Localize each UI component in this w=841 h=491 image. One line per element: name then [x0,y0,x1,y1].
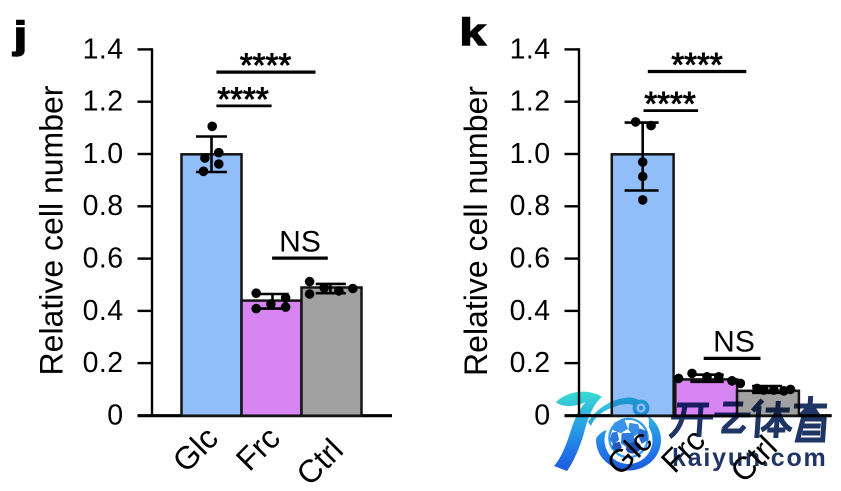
svg-text:0.4: 0.4 [510,295,551,327]
svg-text:kaiyun.com: kaiyun.com [672,444,828,472]
svg-text:1.2: 1.2 [510,86,551,118]
svg-text:0.8: 0.8 [83,190,124,222]
svg-text:Relative cell number: Relative cell number [458,86,494,376]
svg-text:Relative cell number: Relative cell number [34,85,70,375]
svg-text:0: 0 [107,400,123,432]
svg-text:0.6: 0.6 [83,243,124,275]
svg-text:1.4: 1.4 [83,33,124,65]
svg-text:1.4: 1.4 [510,33,551,65]
svg-text:0.2: 0.2 [510,347,551,379]
svg-text:1.0: 1.0 [510,138,551,170]
svg-text:****: **** [644,85,696,122]
svg-text:NS: NS [279,225,321,258]
svg-text:NS: NS [713,326,755,359]
svg-text:****: **** [240,47,292,84]
svg-text:1.0: 1.0 [83,138,124,170]
svg-text:****: **** [217,80,269,117]
svg-text:j: j [12,14,27,56]
svg-text:0.8: 0.8 [510,190,551,222]
svg-text:0.4: 0.4 [83,295,124,327]
svg-text:0: 0 [534,400,550,432]
svg-text:1.2: 1.2 [83,86,124,118]
svg-text:0.6: 0.6 [510,243,551,275]
svg-text:0.2: 0.2 [83,347,124,379]
svg-text:****: **** [671,46,723,83]
svg-text:k: k [460,11,487,53]
